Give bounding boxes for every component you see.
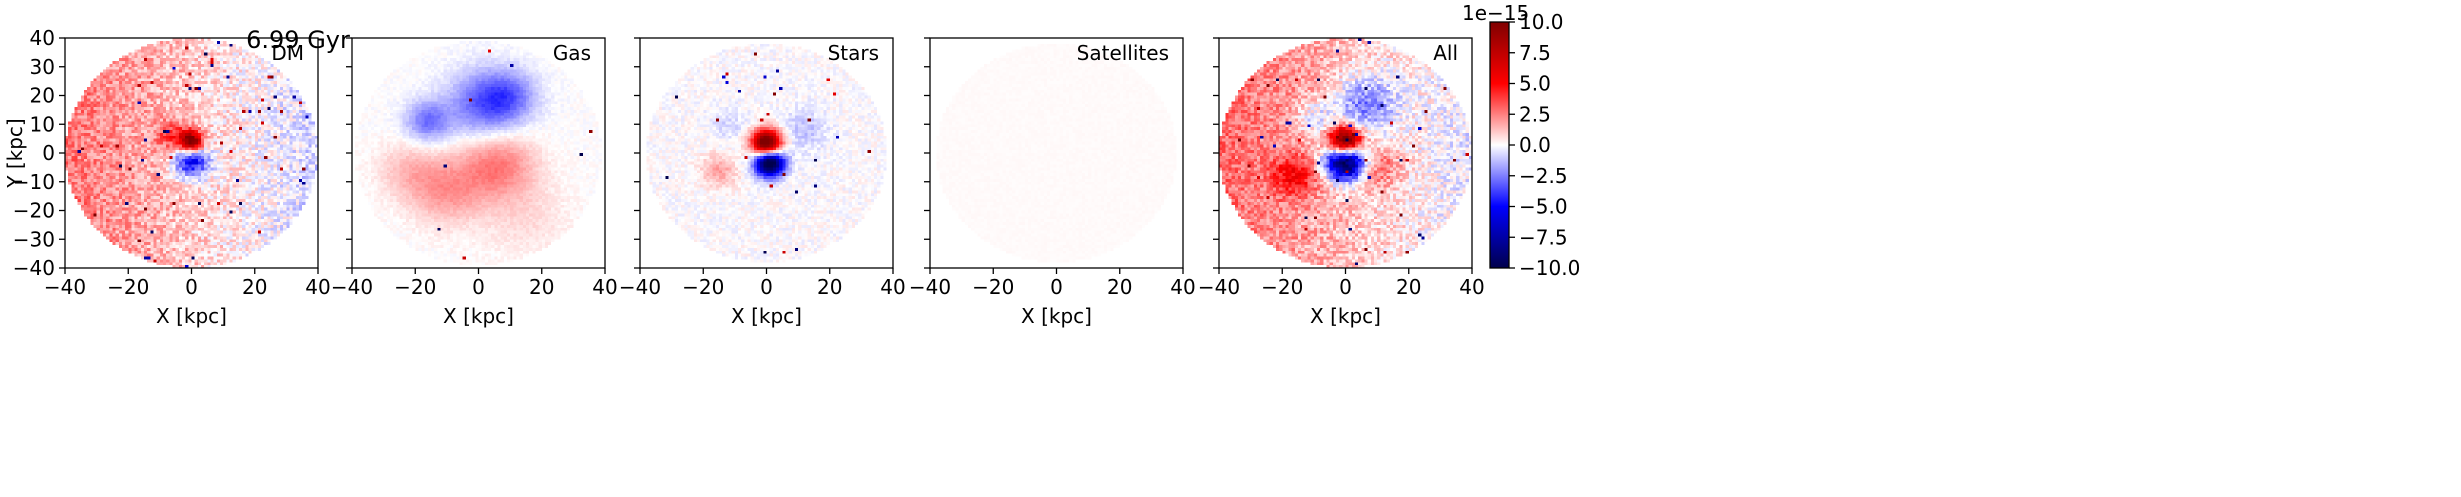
x-tick-label: 0 — [472, 275, 485, 299]
x-tick-label: 0 — [185, 275, 198, 299]
panel-label: Stars — [828, 41, 879, 65]
heatmap-image — [1219, 38, 1472, 268]
x-tick-label: −20 — [682, 275, 724, 299]
panel-satellites: Satellites −40 −20 0 20 40 X [kpc] — [909, 37, 1196, 328]
y-tick-label: −10 — [13, 170, 55, 194]
panel-label: Satellites — [1077, 41, 1169, 65]
colorbar-offset-label: 1e−15 — [1462, 1, 1529, 25]
colorbar-tick-label: 5.0 — [1519, 72, 1551, 96]
panels: DM −40 −20 0 20 40 X [kpc] −40 −30 −20 −10 0 10 20 30 4… — [3, 26, 1485, 328]
x-tick-label: 0 — [1050, 275, 1063, 299]
y-tick-label: −40 — [13, 256, 55, 280]
y-axis-label: Y [kpc] — [3, 118, 27, 188]
x-tick-label: 20 — [817, 275, 842, 299]
x-tick-label: 20 — [1396, 275, 1421, 299]
colorbar-tick-label: 0.0 — [1519, 133, 1551, 157]
x-tick-label: 40 — [1170, 275, 1195, 299]
x-tick-label: −40 — [1198, 275, 1240, 299]
colorbar-tick-label: −2.5 — [1519, 164, 1568, 188]
x-axis-label: X [kpc] — [731, 304, 802, 328]
heatmap-image — [352, 38, 605, 268]
y-tick-label: −20 — [13, 199, 55, 223]
panel-stars: Stars −40 −20 0 20 40 X [kpc] — [619, 37, 906, 328]
x-tick-label: 20 — [242, 275, 267, 299]
panel-dm: DM −40 −20 0 20 40 X [kpc] −40 −30 −20 −10 0 10 20 30 4… — [3, 26, 331, 328]
y-tick-label: 30 — [30, 55, 55, 79]
x-tick-label: 40 — [1459, 275, 1484, 299]
x-tick-label: −20 — [972, 275, 1014, 299]
x-tick-label: 20 — [1107, 275, 1132, 299]
y-tick-label: −30 — [13, 227, 55, 251]
colorbar-tick-label: 2.5 — [1519, 102, 1551, 126]
panel-label: All — [1433, 41, 1458, 65]
panel-label: Gas — [553, 41, 591, 65]
x-tick-label: −20 — [1261, 275, 1303, 299]
colorbar: −10.0 −7.5 −5.0 −2.5 0.0 2.5 5.0 7.5 10.01e−15 — [1462, 1, 1580, 280]
x-tick-label: −20 — [394, 275, 436, 299]
y-tick-label: 0 — [42, 141, 55, 165]
x-axis-label: X [kpc] — [443, 304, 514, 328]
x-tick-label: 0 — [1339, 275, 1352, 299]
y-tick-label: 10 — [30, 112, 55, 136]
x-axis-label: X [kpc] — [1021, 304, 1092, 328]
x-tick-label: 20 — [529, 275, 554, 299]
x-tick-label: 0 — [760, 275, 773, 299]
x-tick-label: 40 — [592, 275, 617, 299]
x-axis-label: X [kpc] — [156, 304, 227, 328]
colorbar-tick-label: −10.0 — [1519, 256, 1580, 280]
y-tick-label: 40 — [30, 26, 55, 50]
x-tick-label: −40 — [44, 275, 86, 299]
heatmap-image — [65, 38, 318, 268]
colorbar-tick-label: 7.5 — [1519, 41, 1551, 65]
colorbar-gradient — [1489, 21, 1510, 269]
colorbar-tick-label: −7.5 — [1519, 225, 1568, 249]
panel-all: All −40 −20 0 20 40 X [kpc] — [1198, 37, 1485, 328]
x-axis-label: X [kpc] — [1310, 304, 1381, 328]
colorbar-tick-label: 10.0 — [1519, 10, 1564, 34]
panel-gas: Gas −40 −20 0 20 40 X [kpc] — [331, 37, 618, 328]
x-tick-label: −40 — [909, 275, 951, 299]
colorbar-tick-label: −5.0 — [1519, 195, 1568, 219]
x-tick-label: −40 — [619, 275, 661, 299]
y-tick-label: 20 — [30, 84, 55, 108]
heatmap-image — [640, 38, 893, 268]
x-tick-label: 40 — [305, 275, 330, 299]
x-tick-label: −40 — [331, 275, 373, 299]
x-tick-label: −20 — [107, 275, 149, 299]
x-tick-label: 40 — [880, 275, 905, 299]
heatmap-image — [930, 38, 1183, 268]
panel-label: DM — [271, 41, 304, 65]
